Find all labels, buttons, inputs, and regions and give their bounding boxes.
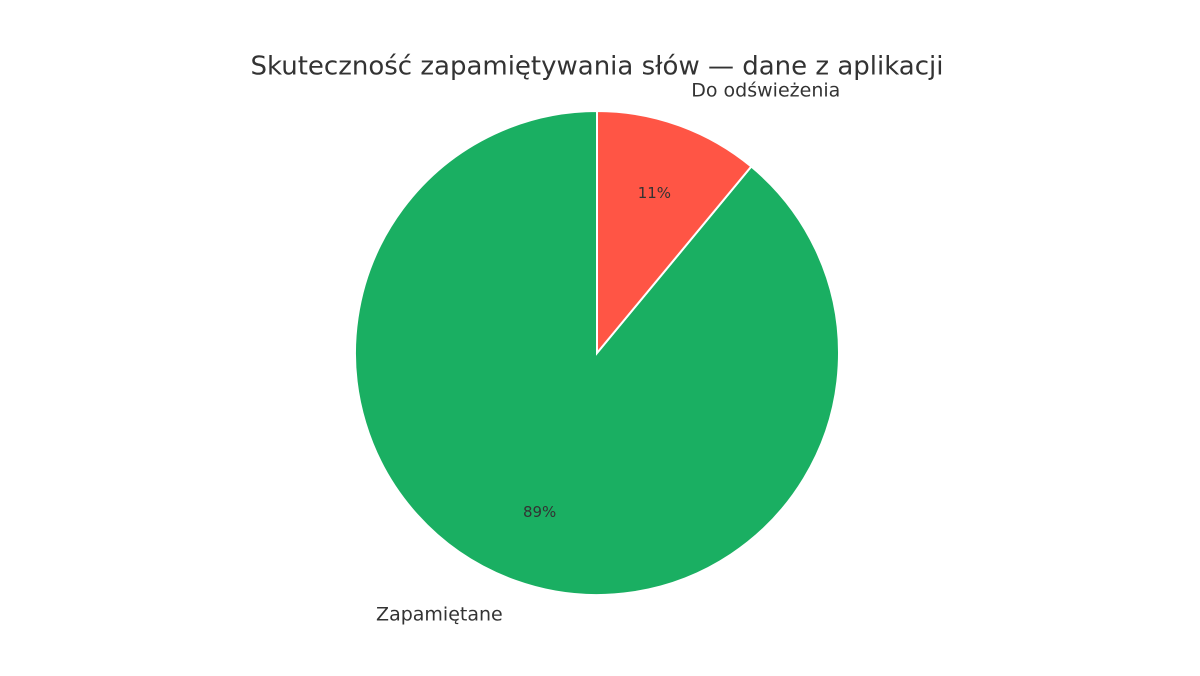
category-label: Zapamiętane [376,603,503,625]
category-label: Do odświeżenia [691,80,840,102]
value-label: 89% [523,503,556,521]
chart-title: Skuteczność zapamiętywania słów — dane z… [251,52,944,82]
pie-slice [596,109,753,356]
value-label: 11% [638,184,671,202]
